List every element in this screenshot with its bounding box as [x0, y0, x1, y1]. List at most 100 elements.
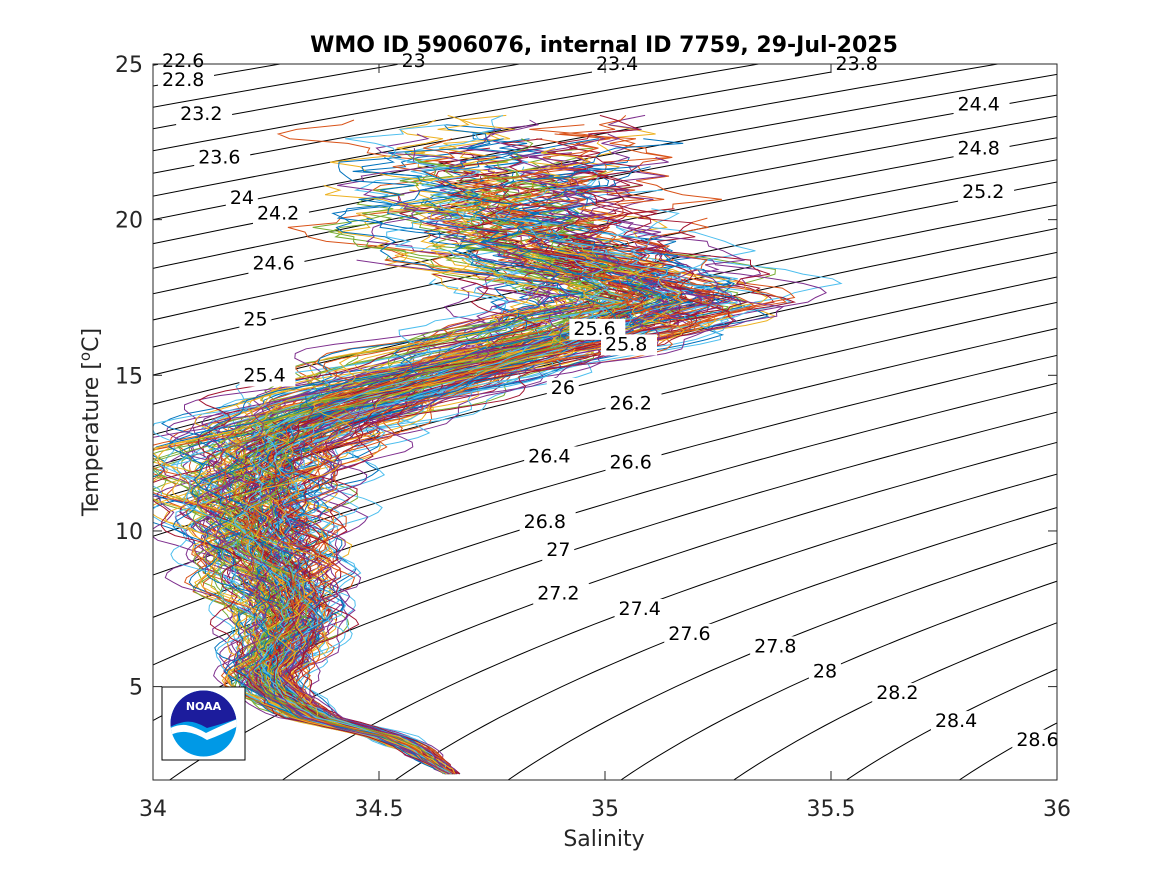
y-axis-label-main: Temperature [: [79, 361, 104, 517]
isopycnal-labels: 22.622.82323.223.423.623.82424.224.424.6…: [158, 50, 1069, 751]
isopycnal-label-bg: [958, 181, 1015, 203]
isopycnal-line: [153, 354, 1057, 618]
isopycnal-label: 27.8: [754, 635, 796, 657]
isopycnal-label: 25.8: [605, 333, 647, 355]
y-tick-label: 20: [115, 209, 143, 234]
isopycnal-line: [153, 301, 1057, 537]
isopycnal-label-bg: [239, 309, 272, 331]
x-tick-label: 35: [591, 797, 619, 822]
noaa-logo: NOAA: [161, 686, 246, 761]
profile-line: [205, 194, 617, 775]
isopycnal-line: [153, 115, 1057, 295]
isopycnal-label-bg: [252, 203, 309, 225]
isopycnal-label-bg: [750, 636, 807, 658]
x-tick-label: 34.5: [355, 797, 404, 822]
x-tick-label: 34: [139, 797, 167, 822]
isopycnal-line: [153, 64, 882, 197]
isopycnal-label-bg: [519, 511, 576, 533]
isopycnal-label-bg: [546, 377, 579, 399]
isopycnal-line: [507, 542, 1057, 780]
isopycnal-label-bg: [225, 188, 258, 210]
profile-line: [169, 124, 627, 775]
profile-lines: [153, 114, 843, 775]
isopycnal-label-bg: [239, 365, 296, 387]
y-tick-label: 10: [115, 520, 143, 545]
isopycnal-line: [732, 622, 1057, 780]
axis-ticks: [152, 63, 1058, 780]
isopycnal-label-bg: [542, 539, 575, 561]
isopycnal-line: [153, 382, 1057, 666]
isopycnal-line: [153, 64, 643, 152]
isopycnal-line: [153, 64, 762, 174]
profile-line: [153, 156, 572, 775]
profile-line: [277, 114, 749, 775]
isopycnal-label-bg: [808, 661, 841, 683]
x-axis-label: Salinity: [563, 827, 644, 852]
isopycnal-label-bg: [601, 334, 657, 356]
isopycnal-label: 24.6: [252, 252, 294, 274]
isopycnal-label-bg: [614, 599, 671, 621]
isopycnal-label: 27.2: [537, 582, 579, 604]
isopycnal-label: 28: [813, 660, 837, 682]
isopycnal-label-bg: [524, 446, 581, 468]
isopycnal-label-bg: [176, 104, 233, 126]
isopycnal-label: 24.4: [958, 94, 1000, 116]
isopycnal-label: 23.6: [198, 147, 240, 169]
profile-line: [276, 226, 745, 775]
isopycnal-label-bg: [872, 683, 929, 705]
isopycnal-label: 22.8: [162, 69, 204, 91]
isopycnal-label: 28.6: [1016, 729, 1058, 751]
isopycnal-line: [153, 137, 1057, 321]
profile-line: [196, 287, 580, 775]
profile-line: [192, 269, 605, 775]
isopycnal-label: 24.8: [958, 137, 1000, 159]
profile-line: [236, 297, 685, 775]
profile-line: [283, 161, 735, 775]
isopycnal-label-bg: [248, 253, 305, 275]
isopycnal-label: 23: [402, 50, 426, 72]
isopycnal-label-bg: [831, 54, 888, 76]
y-tick-label: 5: [129, 676, 143, 701]
isopycnal-line: [281, 473, 1057, 780]
isopycnal-label: 26.2: [610, 393, 652, 415]
isopycnal-label: 28.4: [935, 710, 977, 732]
isopycnal-label: 25.6: [573, 318, 615, 340]
svg-text:NOAA: NOAA: [186, 700, 222, 713]
isopycnal-label-bg: [591, 54, 648, 76]
isopycnal-line: [845, 668, 1057, 780]
isopycnal-label-bg: [664, 623, 721, 645]
x-tick-label: 36: [1043, 797, 1071, 822]
isopycnal-line: [153, 94, 1057, 269]
y-tick-label: 15: [115, 364, 143, 389]
y-axis-label: Temperature [oC]: [76, 328, 104, 517]
isopycnal-label: 27.4: [619, 598, 661, 620]
isopycnal-label: 25: [243, 308, 267, 330]
isopycnal-label-bg: [605, 452, 662, 474]
isopycnal-label-bg: [194, 147, 251, 169]
profile-line: [250, 292, 672, 775]
isopycnal-label-bg: [158, 51, 215, 73]
profile-line: [247, 287, 646, 775]
isopycnal-label: 26.6: [610, 452, 652, 474]
isopycnal-label: 24.2: [257, 203, 299, 225]
isopycnal-label: 26.4: [528, 445, 570, 467]
isopycnal-label: 23.2: [180, 103, 222, 125]
isopycnal-label: 26: [551, 377, 575, 399]
isopycnal-label: 24: [230, 187, 254, 209]
profile-line: [262, 166, 738, 775]
isopycnal-label: 22.6: [162, 50, 204, 72]
isopycnal-label: 27.6: [668, 623, 710, 645]
y-tick-label: 25: [115, 53, 143, 78]
profile-line: [168, 138, 603, 775]
isopycnal-label-bg: [158, 69, 215, 91]
isopycnal-line: [153, 73, 1057, 245]
isopycnal-line: [153, 276, 1057, 501]
isopycnal-label-bg: [953, 138, 1010, 160]
isopycnal-label: 25.2: [962, 181, 1004, 203]
profile-line: [224, 315, 566, 775]
isopycnal-label: 25.4: [243, 365, 285, 387]
isopycnal-line: [394, 506, 1057, 780]
isopycnal-label-bg: [1012, 729, 1069, 751]
profile-line: [216, 175, 633, 775]
